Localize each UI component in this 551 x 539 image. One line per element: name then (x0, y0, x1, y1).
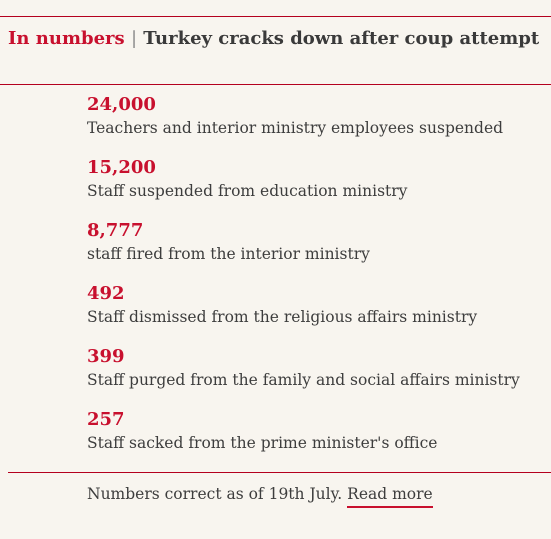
stat-item: 257 Staff sacked from the prime minister… (87, 409, 547, 472)
stat-item: 492 Staff dismissed from the religious a… (87, 283, 547, 346)
stat-value: 399 (87, 346, 125, 367)
stat-item: 15,200 Staff suspended from education mi… (87, 157, 547, 220)
stat-label: Staff dismissed from the religious affai… (87, 308, 478, 326)
stat-value: 8,777 (87, 220, 144, 241)
header-separator: | (130, 28, 138, 49)
stat-value: 492 (87, 283, 125, 304)
header-title: Turkey cracks down after coup attempt (143, 28, 540, 49)
footer-note: Numbers correct as of 19th July. Read mo… (87, 485, 433, 508)
top-divider (0, 16, 551, 17)
stat-item: 8,777 staff fired from the interior mini… (87, 220, 547, 283)
stat-label: Staff suspended from education ministry (87, 182, 408, 200)
footer-divider (8, 472, 551, 473)
read-more-link[interactable]: Read more (347, 485, 433, 508)
infobox-header: In numbers | Turkey cracks down after co… (8, 28, 539, 49)
stat-label: Staff sacked from the prime minister's o… (87, 434, 438, 452)
stat-value: 24,000 (87, 94, 156, 115)
stat-value: 257 (87, 409, 125, 430)
stat-label: staff fired from the interior ministry (87, 245, 370, 263)
footer-note-text: Numbers correct as of 19th July. (87, 485, 343, 503)
header-divider (0, 84, 551, 85)
stat-item: 399 Staff purged from the family and soc… (87, 346, 547, 409)
stat-label: Staff purged from the family and social … (87, 371, 520, 389)
stat-label: Teachers and interior ministry employees… (87, 119, 504, 137)
stats-list: 24,000 Teachers and interior ministry em… (87, 94, 547, 472)
stat-value: 15,200 (87, 157, 156, 178)
stat-item: 24,000 Teachers and interior ministry em… (87, 94, 547, 157)
header-kicker: In numbers (8, 28, 125, 49)
